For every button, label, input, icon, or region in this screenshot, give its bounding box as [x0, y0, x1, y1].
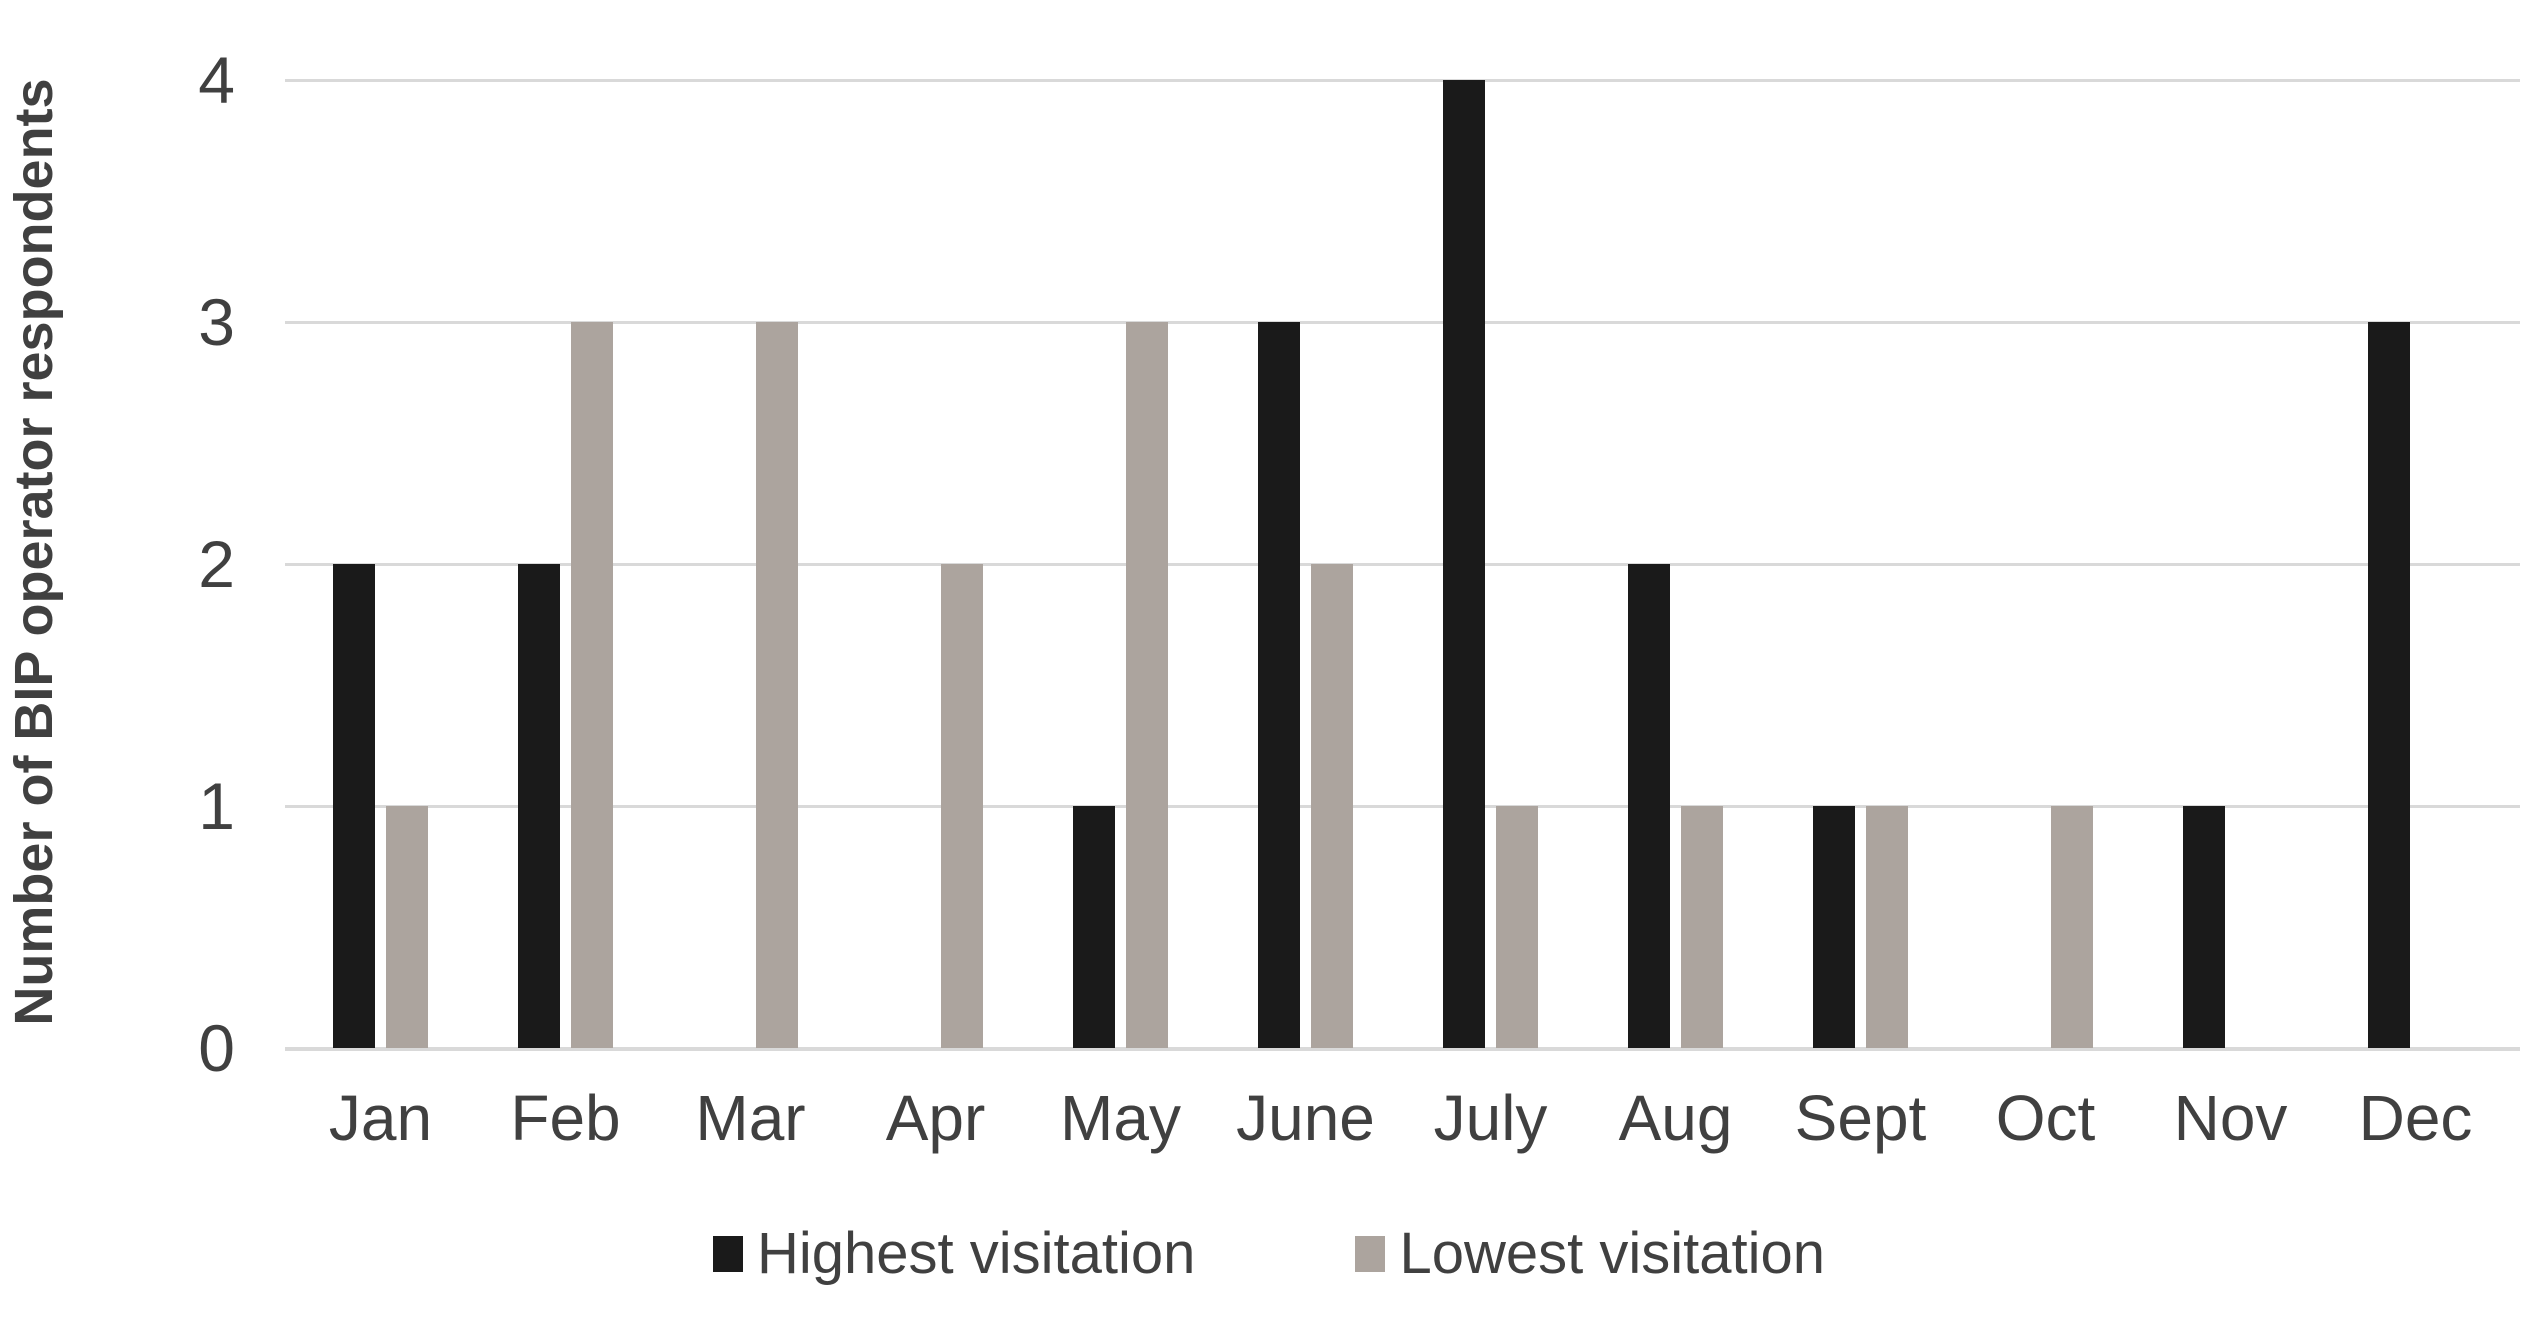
bar-highest-visitation-feb — [518, 564, 560, 1048]
bar-highest-visitation-dec — [2368, 322, 2410, 1048]
bar-lowest-visitation-may — [1126, 322, 1168, 1048]
legend-item-highest-visitation: Highest visitation — [713, 1225, 1195, 1283]
gridline-y4 — [285, 79, 2520, 82]
y-tick-label-3: 3 — [198, 285, 235, 359]
bar-lowest-visitation-oct — [2051, 806, 2093, 1048]
legend-label: Lowest visitation — [1399, 1221, 1825, 1286]
x-tick-label-oct: Oct — [1995, 1082, 2096, 1154]
bar-lowest-visitation-june — [1311, 564, 1353, 1048]
legend-label: Highest visitation — [757, 1221, 1196, 1286]
x-tick-label-sept: Sept — [1794, 1082, 1927, 1154]
legend-item-lowest-visitation: Lowest visitation — [1355, 1225, 1825, 1283]
x-tick-label-july: July — [1433, 1082, 1548, 1154]
x-tick-label-nov: Nov — [2173, 1082, 2288, 1154]
gridline-y0 — [285, 1047, 2520, 1051]
plot-area — [285, 79, 2520, 1051]
y-tick-label-1: 1 — [198, 769, 235, 843]
x-tick-label-apr: Apr — [885, 1082, 986, 1154]
y-tick-label-0: 0 — [198, 1011, 235, 1085]
gridline-y2 — [285, 563, 2520, 566]
bar-lowest-visitation-apr — [941, 564, 983, 1048]
bar-highest-visitation-jan — [333, 564, 375, 1048]
x-tick-label-mar: Mar — [695, 1082, 806, 1154]
bar-highest-visitation-aug — [1628, 564, 1670, 1048]
x-tick-label-jan: Jan — [328, 1082, 433, 1154]
y-tick-label-4: 4 — [198, 43, 235, 117]
x-tick-label-dec: Dec — [2358, 1082, 2473, 1154]
gridline-y3 — [285, 321, 2520, 324]
bar-highest-visitation-july — [1443, 80, 1485, 1048]
x-tick-label-aug: Aug — [1618, 1082, 1733, 1154]
bar-lowest-visitation-july — [1496, 806, 1538, 1048]
bar-highest-visitation-may — [1073, 806, 1115, 1048]
bar-lowest-visitation-mar — [756, 322, 798, 1048]
y-tick-label-2: 2 — [198, 527, 235, 601]
bar-lowest-visitation-sept — [1866, 806, 1908, 1048]
bar-highest-visitation-nov — [2183, 806, 2225, 1048]
bar-lowest-visitation-aug — [1681, 806, 1723, 1048]
gridline-y1 — [285, 805, 2520, 808]
bar-lowest-visitation-jan — [386, 806, 428, 1048]
x-tick-label-feb: Feb — [510, 1082, 621, 1154]
x-tick-label-june: June — [1236, 1082, 1375, 1154]
bar-lowest-visitation-feb — [571, 322, 613, 1048]
bar-highest-visitation-june — [1258, 322, 1300, 1048]
legend-swatch-icon — [713, 1236, 743, 1272]
bar-highest-visitation-sept — [1813, 806, 1855, 1048]
x-tick-label-may: May — [1060, 1082, 1181, 1154]
y-axis-title: Number of BIP operator respondents — [4, 78, 64, 1026]
legend-swatch-icon — [1355, 1236, 1386, 1272]
legend: Highest visitation Lowest visitation — [0, 1225, 2538, 1283]
